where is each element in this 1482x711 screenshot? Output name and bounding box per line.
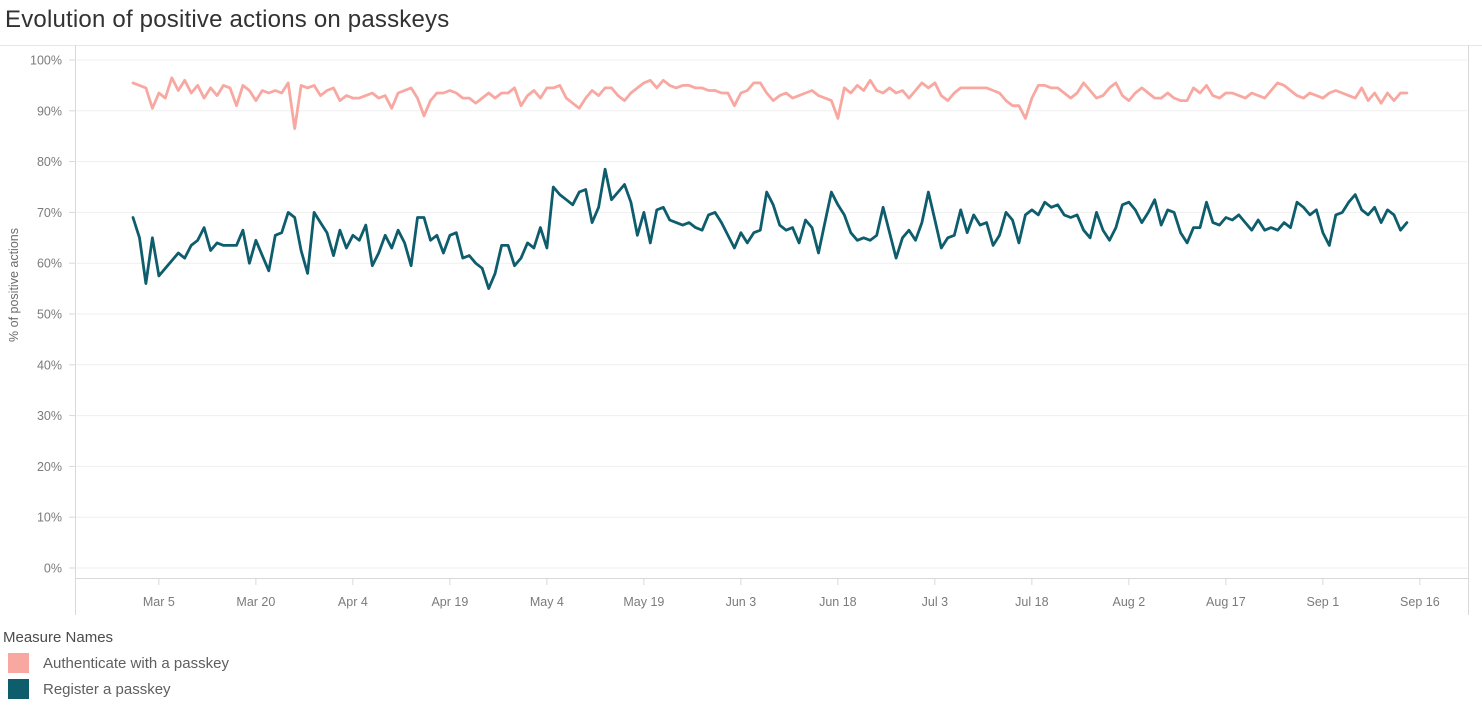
series-line-register-a-passkey[interactable] xyxy=(131,167,1409,291)
legend-title: Measure Names xyxy=(3,629,114,646)
y-tick-label: 80% xyxy=(37,155,62,169)
x-tick-label: Aug 2 xyxy=(1113,595,1146,609)
x-tick-label: Sep 16 xyxy=(1400,595,1440,609)
y-axis-title: % of positive actions xyxy=(7,228,21,342)
x-tick-label: Aug 17 xyxy=(1206,595,1246,609)
legend-item-register[interactable]: Register a passkey xyxy=(8,679,229,699)
y-tick-label: 60% xyxy=(37,257,62,271)
x-tick-label: Mar 5 xyxy=(143,595,175,609)
legend-item-label: Register a passkey xyxy=(43,680,171,698)
y-tick-label: 50% xyxy=(37,308,62,322)
x-tick-label: May 19 xyxy=(623,595,664,609)
legend-item-authenticate[interactable]: Authenticate with a passkey xyxy=(8,653,229,673)
series-line-authenticate-with-a-passkey[interactable] xyxy=(131,76,1409,131)
x-tick-label: Jun 18 xyxy=(819,595,857,609)
title-divider xyxy=(0,45,1482,46)
x-tick-label: May 4 xyxy=(530,595,564,609)
x-tick-label: Apr 19 xyxy=(431,595,468,609)
y-tick-label: 10% xyxy=(37,511,62,525)
y-tick-label: 40% xyxy=(37,358,62,372)
legend-item-label: Authenticate with a passkey xyxy=(43,654,229,672)
legend: Measure Names Authenticate with a passke… xyxy=(2,629,229,705)
y-tick-label: 70% xyxy=(37,206,62,220)
page-title: Evolution of positive actions on passkey… xyxy=(5,6,450,33)
x-tick-label: Jul 18 xyxy=(1015,595,1048,609)
x-tick-label: Jul 3 xyxy=(922,595,948,609)
x-tick-label: Sep 1 xyxy=(1307,595,1340,609)
y-tick-label: 100% xyxy=(30,54,62,68)
x-tick-label: Mar 20 xyxy=(236,595,275,609)
y-tick-label: 30% xyxy=(37,409,62,423)
y-tick-label: 0% xyxy=(44,562,62,576)
register-swatch-icon[interactable] xyxy=(8,679,29,699)
y-tick-label: 90% xyxy=(37,104,62,118)
x-tick-label: Apr 4 xyxy=(338,595,368,609)
x-tick-label: Jun 3 xyxy=(726,595,757,609)
authenticate-swatch-icon[interactable] xyxy=(8,653,29,673)
y-tick-label: 20% xyxy=(37,460,62,474)
